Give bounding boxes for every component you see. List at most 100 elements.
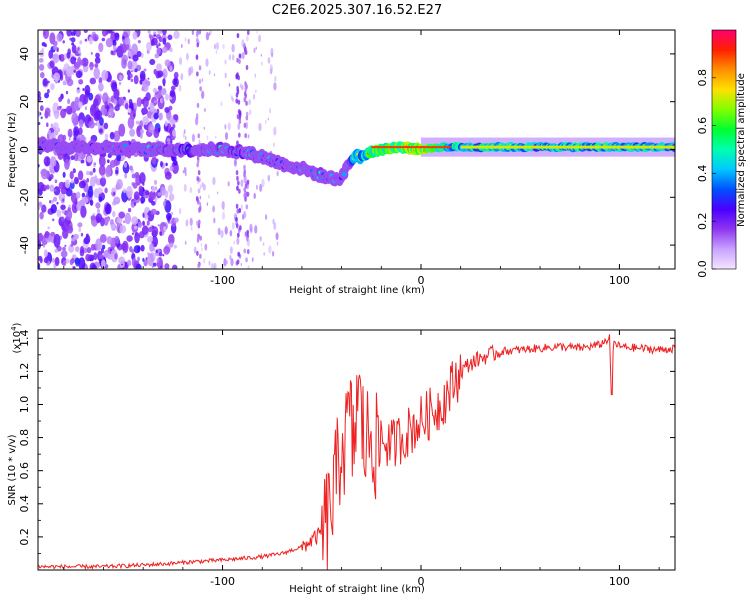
noise-speckle (227, 181, 230, 187)
noise-streak (245, 64, 249, 70)
noise-speckle (145, 190, 150, 196)
noise-speckle (229, 254, 232, 261)
noise-speckle (43, 249, 48, 257)
noise-streak (235, 170, 239, 176)
spectrogram-plot-area (38, 30, 675, 269)
noise-streak (197, 199, 200, 205)
noise-streak (197, 262, 201, 268)
noise-speckle (39, 257, 43, 264)
noise-speckle (131, 43, 139, 58)
noise-speckle (78, 180, 86, 189)
noise-speckle (183, 166, 187, 174)
noise-speckle (142, 115, 150, 126)
snr-y-scale-label: (x104) (10, 322, 23, 353)
noise-speckle (164, 200, 172, 213)
noise-streak (195, 54, 199, 60)
noise-speckle (94, 56, 101, 64)
noise-streak (244, 231, 248, 237)
noise-speckle (109, 131, 115, 140)
noise-speckle (259, 235, 262, 242)
noise-speckle (101, 69, 109, 81)
noise-speckle (49, 156, 57, 167)
noise-speckle (78, 79, 84, 85)
noise-speckle (127, 89, 130, 93)
noise-speckle (123, 162, 128, 168)
noise-speckle (206, 202, 209, 206)
noise-speckle (178, 84, 182, 92)
noise-streak (235, 203, 239, 209)
noise-streak (198, 205, 202, 211)
noise-speckle (116, 179, 123, 190)
noise-speckle (99, 176, 107, 187)
noise-speckle (118, 211, 126, 219)
noise-speckle (189, 186, 193, 194)
noise-speckle (213, 73, 216, 77)
noise-speckle (87, 187, 94, 198)
noise-streak (238, 188, 241, 194)
noise-speckle (165, 162, 168, 167)
noise-speckle (131, 249, 135, 254)
noise-speckle (169, 47, 173, 53)
noise-speckle (47, 130, 51, 135)
noise-speckle (38, 57, 44, 63)
noise-speckle (52, 196, 58, 202)
noise-speckle (112, 210, 116, 218)
noise-speckle (204, 108, 206, 112)
noise-speckle (261, 178, 265, 188)
noise-speckle (115, 169, 119, 175)
noise-speckle (69, 181, 75, 190)
noise-speckle (151, 265, 154, 268)
noise-streak (196, 176, 200, 182)
noise-speckle (162, 253, 165, 257)
noise-speckle (141, 107, 148, 115)
noise-speckle (170, 95, 174, 98)
noise-speckle (153, 68, 158, 75)
noise-speckle (140, 98, 145, 105)
noise-speckle (133, 191, 140, 201)
noise-speckle (258, 122, 262, 132)
noise-speckle (164, 171, 172, 180)
noise-speckle (89, 176, 96, 188)
noise-streak (237, 180, 240, 186)
colorbar-tick-label: 0.2 (696, 212, 709, 230)
noise-speckle (118, 123, 126, 137)
noise-speckle (118, 81, 122, 86)
noise-speckle (108, 107, 114, 119)
noise-speckle (145, 92, 151, 102)
noise-speckle (129, 165, 133, 171)
noise-speckle (90, 243, 95, 251)
noise-speckle (273, 82, 277, 91)
noise-speckle (62, 198, 65, 202)
noise-speckle (226, 260, 229, 265)
noise-speckle (162, 30, 167, 36)
noise-speckle (67, 128, 73, 138)
noise-streak (237, 99, 241, 105)
noise-speckle (62, 80, 67, 86)
noise-speckle (258, 34, 262, 43)
noise-speckle (241, 52, 245, 60)
noise-speckle (66, 78, 74, 87)
noise-speckle (129, 128, 136, 137)
noise-speckle (62, 171, 66, 178)
noise-speckle (91, 264, 97, 269)
noise-speckle (139, 172, 146, 185)
noise-speckle (147, 236, 154, 243)
noise-streak (199, 253, 202, 259)
noise-speckle (143, 259, 148, 267)
noise-streak (237, 251, 240, 257)
noise-speckle (183, 129, 186, 134)
noise-speckle (149, 58, 156, 66)
noise-speckle (249, 109, 252, 116)
noise-speckle (77, 170, 84, 181)
noise-speckle (212, 205, 216, 213)
noise-speckle (160, 88, 167, 96)
noise-speckle (43, 257, 49, 264)
noise-speckle (206, 135, 209, 140)
colorbar-tick-label: 0.6 (696, 117, 709, 135)
noise-speckle (93, 252, 98, 261)
noise-speckle (44, 161, 50, 167)
noise-speckle (133, 225, 138, 230)
noise-speckle (221, 201, 225, 210)
noise-speckle (149, 190, 157, 201)
noise-speckle (84, 84, 91, 96)
